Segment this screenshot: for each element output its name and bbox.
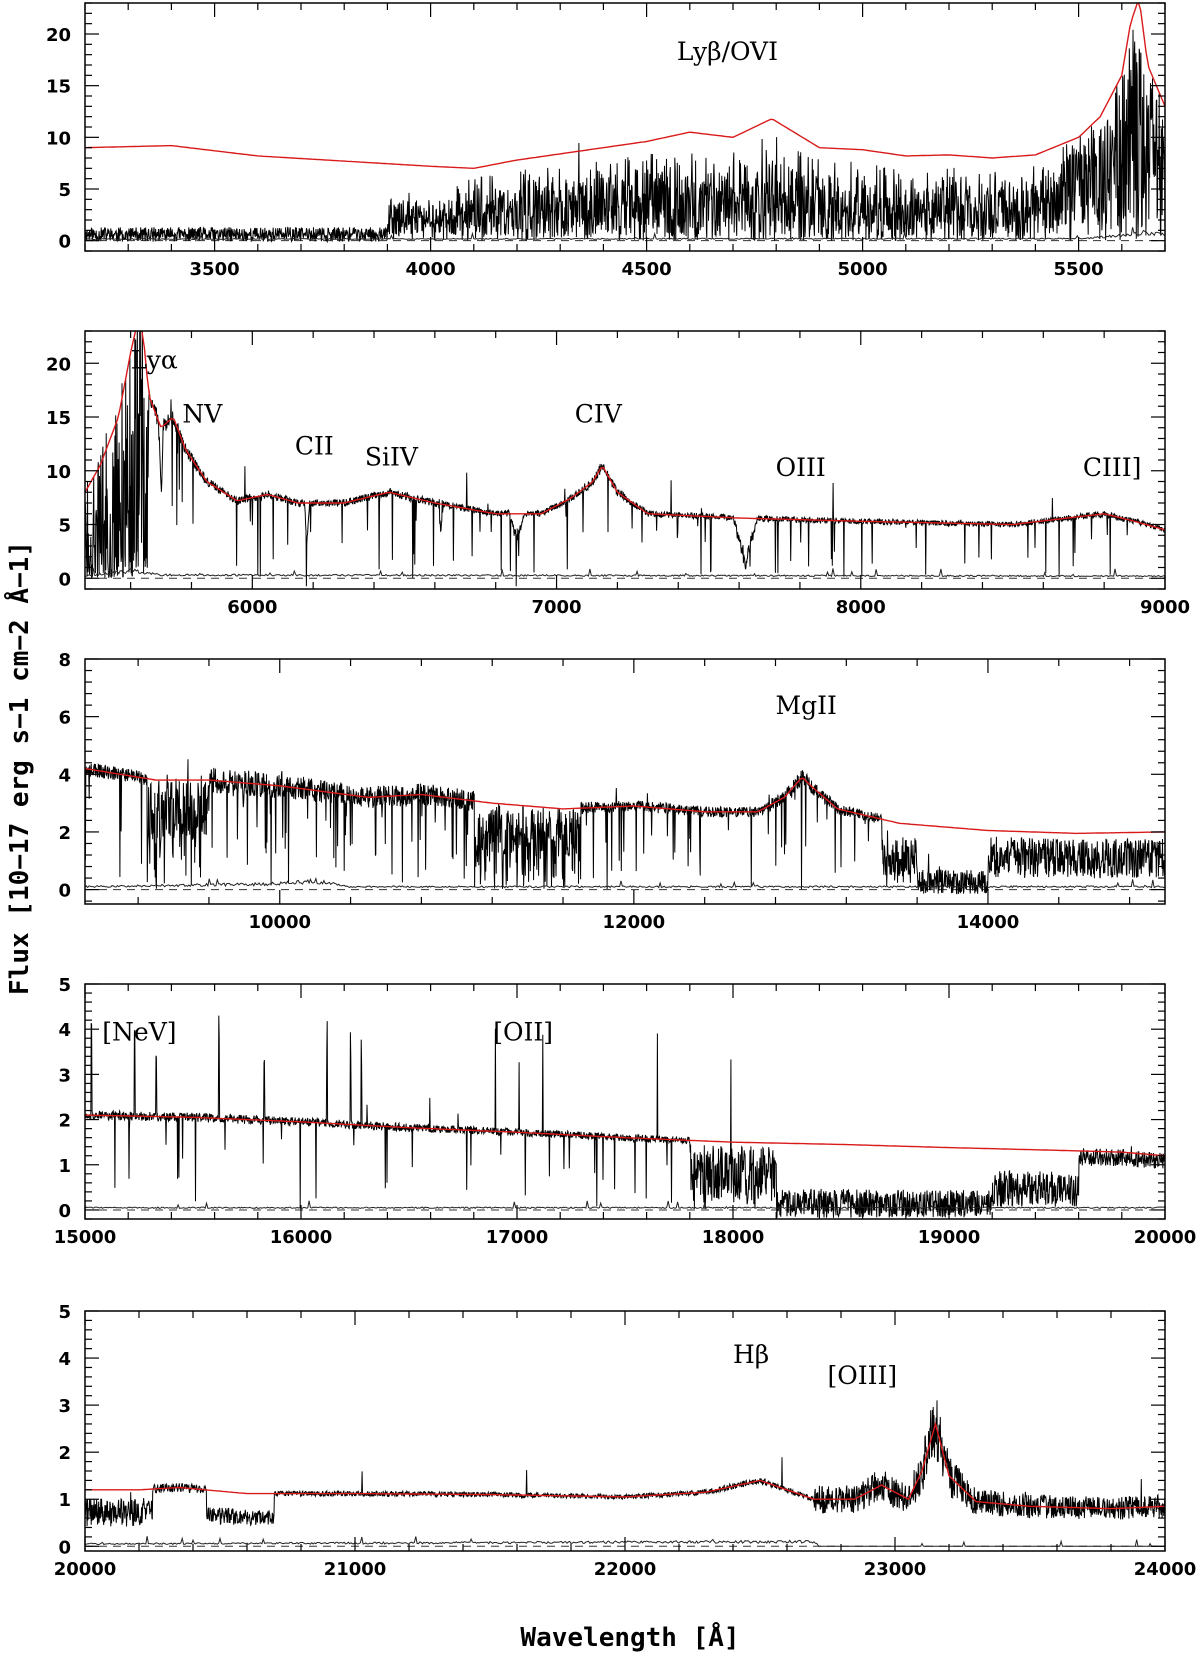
line-label: CIV: [575, 399, 623, 428]
model-curve: [85, 3, 1165, 170]
x-axis-title: Wavelength [Å]: [520, 1621, 739, 1653]
x-tick-label: 5500: [1054, 259, 1104, 280]
y-tick-label: 5: [58, 516, 71, 537]
model-curve: [85, 1421, 1165, 1510]
line-label: CII: [295, 432, 334, 461]
x-tick-label: 10000: [248, 912, 311, 933]
y-tick-label: 2: [58, 1443, 71, 1464]
y-tick-label: 6: [58, 708, 71, 729]
error-spectrum: [85, 1200, 1165, 1210]
spectrum-line: [85, 29, 1165, 244]
line-label: [NeV]: [102, 1017, 176, 1046]
x-tick-label: 7000: [531, 597, 581, 618]
x-tick-label: 15000: [54, 1227, 117, 1248]
y-tick-label: 20: [46, 25, 71, 46]
y-tick-label: 3: [58, 1396, 71, 1417]
line-label: Hβ: [733, 1340, 769, 1369]
y-tick-label: 15: [46, 77, 71, 98]
panel-5: 20000 21000 22000 23000 24000 0 1 2 3 4 5 Hβ [OIII]: [54, 1302, 1197, 1580]
y-tick-label: 15: [46, 408, 71, 429]
y-tick-label: 3: [58, 1065, 71, 1086]
y-tick-label: 4: [58, 765, 71, 786]
panel-4: 15000 16000 17000 18000 19000 20000 0 1 2 3 4 5 [NeV…: [54, 975, 1197, 1248]
model-curve: [85, 1114, 1165, 1157]
error-spectrum: [85, 876, 1165, 889]
y-tick-label: 0: [58, 569, 71, 590]
x-tick-label: 20000: [1134, 1227, 1197, 1248]
line-label: OIII: [776, 453, 826, 482]
y-tick-label: 8: [58, 650, 71, 671]
y-tick-label: 2: [58, 823, 71, 844]
y-tick-label: 5: [58, 975, 71, 996]
x-tick-label: 4000: [406, 259, 456, 280]
x-tick-label: 20000: [54, 1559, 117, 1580]
x-tick-label: 18000: [702, 1227, 765, 1248]
y-tick-label: 1: [58, 1490, 71, 1511]
model-curve: [85, 331, 1165, 531]
x-tick-label: 19000: [918, 1227, 981, 1248]
y-axis-title: Flux [10−17 erg s−1 cm−2 Å−1]: [3, 541, 35, 995]
x-tick-label: 17000: [486, 1227, 549, 1248]
y-tick-label: 10: [46, 128, 71, 149]
line-label: [OIII]: [828, 1361, 898, 1390]
x-tick-label: 3500: [190, 259, 240, 280]
x-tick-label: 8000: [836, 597, 886, 618]
x-tick-label: 23000: [864, 1559, 927, 1580]
y-tick-label: 1: [58, 1156, 71, 1177]
x-tick-label: 12000: [603, 912, 666, 933]
line-label: CIII]: [1083, 453, 1142, 482]
x-tick-label: 4500: [622, 259, 672, 280]
y-tick-label: 20: [46, 354, 71, 375]
x-tick-label: 21000: [324, 1559, 387, 1580]
line-label: [OII]: [493, 1017, 553, 1046]
spectrum-line: [85, 331, 1165, 587]
y-tick-label: 5: [58, 1302, 71, 1323]
y-tick-label: 4: [58, 1020, 71, 1041]
error-spectrum: [85, 227, 1165, 241]
line-label: NV: [182, 399, 223, 428]
y-tick-label: 0: [58, 881, 71, 902]
x-tick-label: 5000: [838, 259, 888, 280]
spectrum-line: [85, 1400, 1165, 1527]
x-tick-label: 14000: [957, 912, 1020, 933]
line-label: Lyα: [131, 346, 178, 375]
model-curve: [85, 767, 1165, 835]
panel-frame: [84, 658, 1166, 905]
x-tick-label: 6000: [227, 597, 277, 618]
y-tick-label: 0: [58, 1201, 71, 1222]
x-tick-label: 9000: [1140, 597, 1190, 618]
x-tick-label: 22000: [594, 1559, 657, 1580]
panel-3: 10000 12000 14000 0 2 4 6 8 MgII: [58, 650, 1166, 933]
line-label: Lyβ/OVI: [677, 37, 778, 66]
panel-1: 3500 4000 4500 5000 5500 0 5 10 15 20 Lyβ/OVI: [46, 2, 1166, 280]
y-tick-label: 4: [58, 1349, 71, 1370]
spectrum-line: [85, 759, 1165, 895]
y-tick-label: 0: [58, 1537, 71, 1558]
y-tick-label: 2: [58, 1111, 71, 1132]
error-spectrum: [85, 567, 1165, 578]
y-tick-label: 10: [46, 462, 71, 483]
line-label: SiIV: [365, 442, 419, 471]
y-tick-label: 0: [58, 232, 71, 253]
spectrum-line: [85, 1015, 1165, 1219]
x-tick-label: 16000: [270, 1227, 333, 1248]
x-tick-label: 24000: [1134, 1559, 1197, 1580]
panel-frame: [84, 330, 1166, 590]
line-label: MgII: [775, 691, 836, 720]
y-tick-label: 5: [58, 180, 71, 201]
